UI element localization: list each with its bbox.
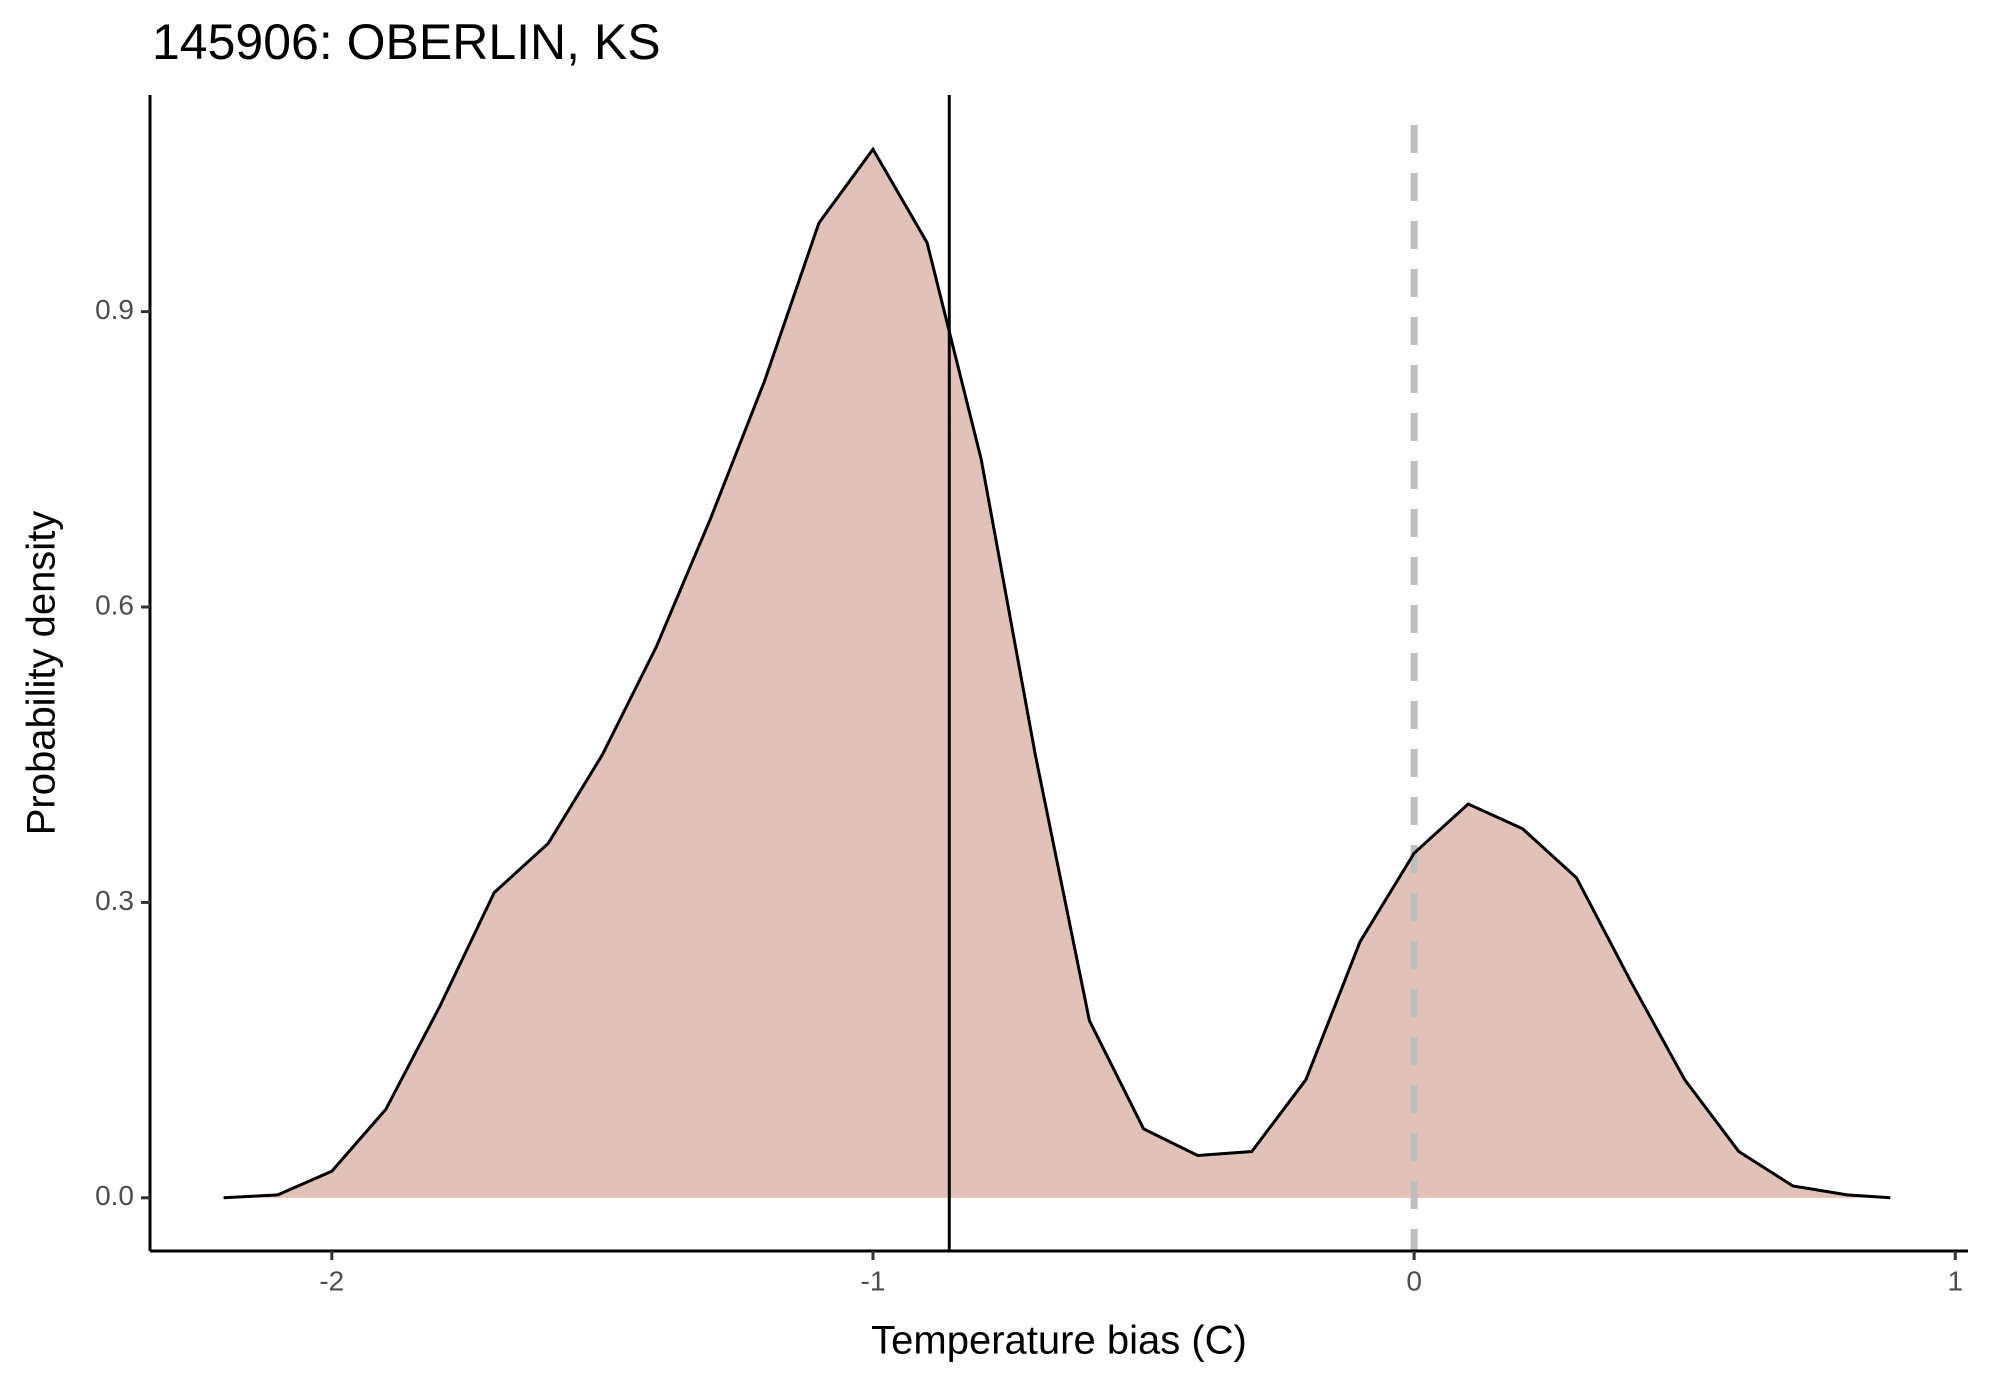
x-axis-title: Temperature bias (C) — [871, 1319, 1247, 1363]
y-axis-title: Probability density — [20, 511, 64, 836]
y-tick-label: 0.6 — [95, 589, 134, 620]
y-tick-label: 0.3 — [95, 885, 134, 916]
x-tick-label: -1 — [861, 1265, 886, 1296]
density-area — [223, 149, 1891, 1198]
x-tick-label: -2 — [319, 1265, 344, 1296]
x-tick-label: 1 — [1947, 1265, 1963, 1296]
x-tick-label: 0 — [1406, 1265, 1422, 1296]
y-tick-label: 0.0 — [95, 1180, 134, 1211]
y-tick-label: 0.9 — [95, 294, 134, 325]
density-line — [223, 146, 1891, 1200]
chart-title: 145906: OBERLIN, KS — [152, 14, 661, 70]
